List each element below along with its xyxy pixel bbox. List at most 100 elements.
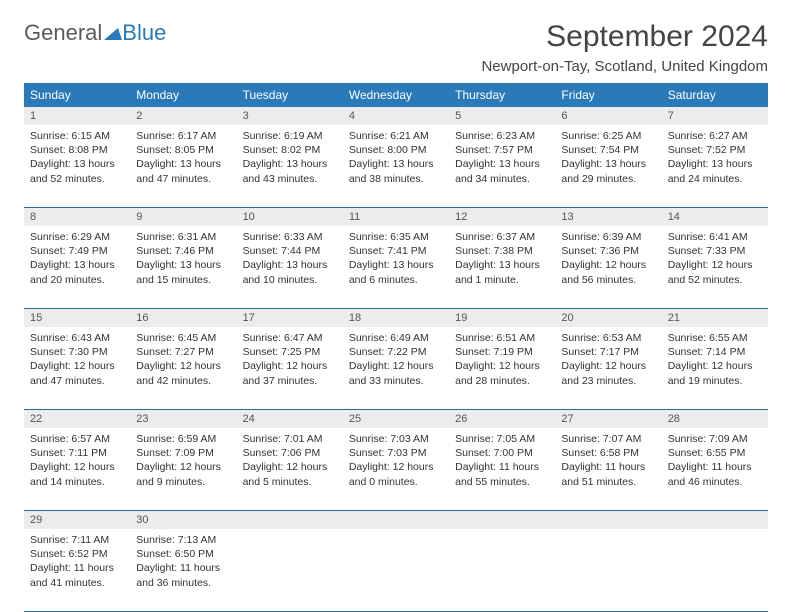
daylight-text: Daylight: 12 hours and 28 minutes. [455,359,549,387]
daylight-text: Daylight: 13 hours and 24 minutes. [668,157,762,185]
day-cell: Sunrise: 6:15 AMSunset: 8:08 PMDaylight:… [24,125,130,207]
sunset-text: Sunset: 8:05 PM [136,143,230,157]
day-cell: Sunrise: 7:09 AMSunset: 6:55 PMDaylight:… [662,428,768,510]
sunset-text: Sunset: 7:38 PM [455,244,549,258]
daynum-row: 1234567 [24,107,768,125]
day-cell: Sunrise: 6:55 AMSunset: 7:14 PMDaylight:… [662,327,768,409]
day-number: 28 [662,410,768,428]
day-cell [343,529,449,611]
day-number: 25 [343,410,449,428]
daylight-text: Daylight: 12 hours and 0 minutes. [349,460,443,488]
sunset-text: Sunset: 7:33 PM [668,244,762,258]
sunrise-text: Sunrise: 6:59 AM [136,432,230,446]
sunset-text: Sunset: 7:30 PM [30,345,124,359]
day-cell [662,529,768,611]
week-row: Sunrise: 6:15 AMSunset: 8:08 PMDaylight:… [24,125,768,208]
daylight-text: Daylight: 12 hours and 37 minutes. [243,359,337,387]
sunrise-text: Sunrise: 6:25 AM [561,129,655,143]
day-cell [555,529,661,611]
daylight-text: Daylight: 12 hours and 5 minutes. [243,460,337,488]
daylight-text: Daylight: 13 hours and 10 minutes. [243,258,337,286]
sunset-text: Sunset: 6:58 PM [561,446,655,460]
day-cell: Sunrise: 6:51 AMSunset: 7:19 PMDaylight:… [449,327,555,409]
day-number: 9 [130,208,236,226]
sunrise-text: Sunrise: 6:37 AM [455,230,549,244]
week-row: Sunrise: 7:11 AMSunset: 6:52 PMDaylight:… [24,529,768,612]
sunrise-text: Sunrise: 6:15 AM [30,129,124,143]
daylight-text: Daylight: 12 hours and 33 minutes. [349,359,443,387]
day-number: 23 [130,410,236,428]
day-cell: Sunrise: 6:49 AMSunset: 7:22 PMDaylight:… [343,327,449,409]
sunset-text: Sunset: 7:57 PM [455,143,549,157]
sunset-text: Sunset: 7:25 PM [243,345,337,359]
day-number [237,511,343,529]
logo-triangle-icon [104,20,122,46]
sunset-text: Sunset: 7:46 PM [136,244,230,258]
day-header: Monday [130,83,236,107]
day-number: 21 [662,309,768,327]
day-cell: Sunrise: 6:31 AMSunset: 7:46 PMDaylight:… [130,226,236,308]
sunset-text: Sunset: 7:00 PM [455,446,549,460]
day-cell: Sunrise: 6:21 AMSunset: 8:00 PMDaylight:… [343,125,449,207]
sunrise-text: Sunrise: 6:39 AM [561,230,655,244]
day-number: 17 [237,309,343,327]
sunset-text: Sunset: 7:54 PM [561,143,655,157]
sunset-text: Sunset: 7:17 PM [561,345,655,359]
sunset-text: Sunset: 7:36 PM [561,244,655,258]
daynum-row: 891011121314 [24,208,768,226]
day-number: 20 [555,309,661,327]
sunrise-text: Sunrise: 6:23 AM [455,129,549,143]
sunrise-text: Sunrise: 6:45 AM [136,331,230,345]
day-cell: Sunrise: 6:43 AMSunset: 7:30 PMDaylight:… [24,327,130,409]
day-cell: Sunrise: 6:47 AMSunset: 7:25 PMDaylight:… [237,327,343,409]
day-number: 15 [24,309,130,327]
daylight-text: Daylight: 13 hours and 1 minute. [455,258,549,286]
day-cell [237,529,343,611]
daylight-text: Daylight: 12 hours and 47 minutes. [30,359,124,387]
day-number [343,511,449,529]
day-number: 14 [662,208,768,226]
daylight-text: Daylight: 12 hours and 42 minutes. [136,359,230,387]
day-cell: Sunrise: 6:35 AMSunset: 7:41 PMDaylight:… [343,226,449,308]
logo-text-2: Blue [122,20,166,46]
sunrise-text: Sunrise: 7:05 AM [455,432,549,446]
sunrise-text: Sunrise: 6:55 AM [668,331,762,345]
daylight-text: Daylight: 12 hours and 56 minutes. [561,258,655,286]
calendar: SundayMondayTuesdayWednesdayThursdayFrid… [24,83,768,612]
daylight-text: Daylight: 13 hours and 20 minutes. [30,258,124,286]
day-number: 12 [449,208,555,226]
day-number: 10 [237,208,343,226]
day-cell: Sunrise: 6:41 AMSunset: 7:33 PMDaylight:… [662,226,768,308]
daylight-text: Daylight: 11 hours and 46 minutes. [668,460,762,488]
day-number [555,511,661,529]
day-cell: Sunrise: 6:57 AMSunset: 7:11 PMDaylight:… [24,428,130,510]
day-header-row: SundayMondayTuesdayWednesdayThursdayFrid… [24,83,768,107]
sunset-text: Sunset: 8:02 PM [243,143,337,157]
sunrise-text: Sunrise: 6:35 AM [349,230,443,244]
day-cell: Sunrise: 7:05 AMSunset: 7:00 PMDaylight:… [449,428,555,510]
day-cell: Sunrise: 6:17 AMSunset: 8:05 PMDaylight:… [130,125,236,207]
sunrise-text: Sunrise: 6:33 AM [243,230,337,244]
day-number: 8 [24,208,130,226]
sunrise-text: Sunrise: 6:53 AM [561,331,655,345]
day-number: 7 [662,107,768,125]
day-number: 13 [555,208,661,226]
daylight-text: Daylight: 12 hours and 19 minutes. [668,359,762,387]
week-row: Sunrise: 6:43 AMSunset: 7:30 PMDaylight:… [24,327,768,410]
day-header: Sunday [24,83,130,107]
day-number: 2 [130,107,236,125]
daylight-text: Daylight: 13 hours and 47 minutes. [136,157,230,185]
sunset-text: Sunset: 7:11 PM [30,446,124,460]
day-number: 5 [449,107,555,125]
daylight-text: Daylight: 11 hours and 55 minutes. [455,460,549,488]
day-header: Wednesday [343,83,449,107]
sunset-text: Sunset: 7:44 PM [243,244,337,258]
sunrise-text: Sunrise: 6:21 AM [349,129,443,143]
day-cell: Sunrise: 7:13 AMSunset: 6:50 PMDaylight:… [130,529,236,611]
daylight-text: Daylight: 11 hours and 51 minutes. [561,460,655,488]
day-cell: Sunrise: 7:07 AMSunset: 6:58 PMDaylight:… [555,428,661,510]
day-number: 27 [555,410,661,428]
day-cell: Sunrise: 6:25 AMSunset: 7:54 PMDaylight:… [555,125,661,207]
sunset-text: Sunset: 7:06 PM [243,446,337,460]
day-header: Friday [555,83,661,107]
